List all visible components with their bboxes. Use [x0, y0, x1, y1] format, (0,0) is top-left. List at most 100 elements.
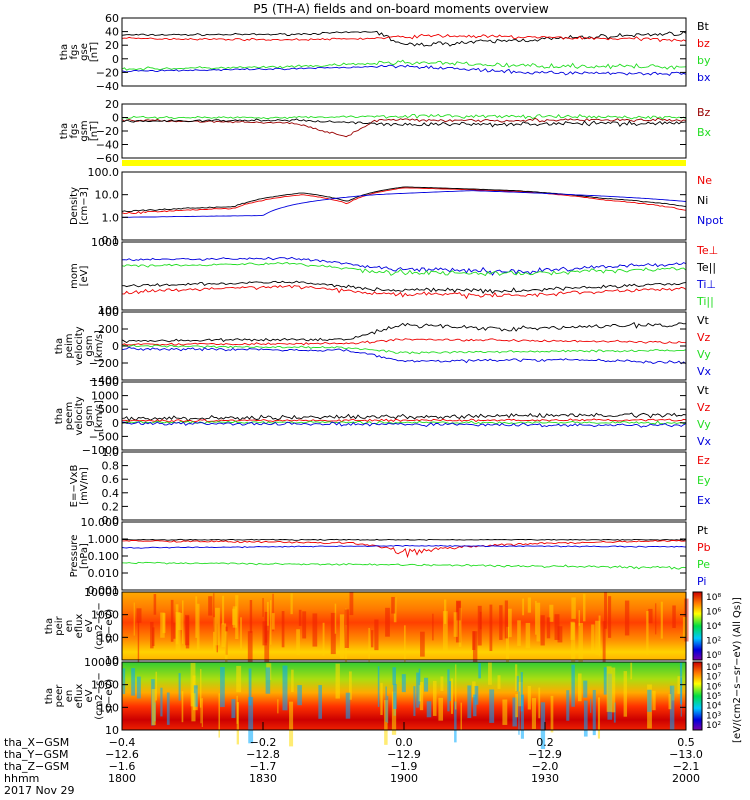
- y-axis-label: Density: [69, 187, 80, 225]
- spectrogram-streak: [404, 625, 406, 671]
- y-axis-label: en: [64, 690, 75, 703]
- spectrogram-streak: [557, 626, 563, 643]
- spectrogram-streak: [262, 621, 268, 646]
- y-axis-label: (cm2−s−: [94, 602, 105, 649]
- spectrogram-streak: [213, 593, 215, 632]
- spectrogram-streak: [160, 612, 165, 638]
- y-tick-label: 0: [112, 112, 119, 125]
- spectrogram-streak: [349, 592, 354, 616]
- spectrogram-streak: [231, 699, 236, 718]
- panel-frame: [121, 103, 687, 159]
- colorbar-tick-label: 10⁸: [706, 593, 721, 603]
- spectrogram-streak: [499, 605, 503, 640]
- x-row-label: tha_Z−GSM: [4, 760, 69, 773]
- spectrogram-streak: [170, 599, 174, 642]
- spectrogram-streak: [150, 621, 154, 649]
- spectrogram-streak: [401, 674, 406, 693]
- legend-entry: Ni: [697, 194, 708, 207]
- spectrogram-streak: [447, 669, 450, 712]
- y-tick-label: −40: [96, 139, 119, 152]
- y-tick-label: 40: [105, 26, 119, 39]
- spectrogram-streak: [248, 668, 252, 706]
- y-tick-label: 200: [98, 323, 119, 336]
- spectrogram-streak: [153, 594, 157, 615]
- series-line-red: [121, 33, 687, 43]
- spectrogram-streak: [199, 669, 202, 708]
- spectrogram-streak: [385, 686, 387, 723]
- spectrogram-streak: [479, 611, 482, 630]
- spectrogram-streak: [137, 621, 140, 664]
- spectrogram-streak: [222, 595, 225, 625]
- spectrogram-streak: [504, 600, 508, 639]
- spectrogram-streak: [540, 615, 545, 646]
- spectrogram-streak: [516, 675, 519, 692]
- spectrogram-streak: [272, 593, 274, 632]
- panel-frame: [121, 381, 687, 451]
- spectrogram-streak: [432, 613, 434, 641]
- y-axis-label: fgs: [69, 123, 80, 138]
- x-tick-label: −1.6: [109, 760, 136, 773]
- panel-frame: [121, 521, 687, 591]
- spectrogram-streak: [571, 597, 576, 619]
- spectrogram-streak: [218, 693, 220, 738]
- y-axis-label: peer: [54, 684, 65, 708]
- spectrogram-streak: [456, 601, 461, 621]
- panel-ion-velocity: 400 200 0 −200 −400 tha peim velocity gsm [km/s] V…: [54, 306, 712, 387]
- spectrogram-streak: [296, 629, 300, 655]
- y-tick-label: 10: [105, 654, 119, 667]
- y-tick-label: −20: [96, 66, 119, 79]
- spectrogram-streak: [392, 667, 396, 685]
- spectrogram-streak: [318, 685, 322, 719]
- colorbar-tick-label: 10²: [706, 637, 721, 647]
- y-axis-label: [cm−3]: [79, 187, 90, 225]
- y-tick-label: 10000: [84, 586, 119, 599]
- series-line-darkred: [121, 117, 687, 138]
- y-tick-label: −200: [89, 357, 119, 370]
- figure-title: P5 (TH-A) fields and on-board moments ov…: [253, 2, 549, 16]
- y-tick-label: 0: [112, 340, 119, 353]
- panel-density: 100.0 10.0 1.0 0.1 Density [cm−3] Ne Ni Npot: [69, 166, 724, 247]
- y-axis-label: eflux: [74, 684, 85, 709]
- x-row-label: hhmm: [4, 772, 39, 785]
- series-line-red: [122, 284, 687, 300]
- y-tick-label: 0.0: [102, 514, 120, 527]
- spectrogram-streak: [455, 600, 461, 643]
- spectrogram-streak: [566, 690, 570, 721]
- spectrogram-streak: [322, 622, 325, 656]
- legend-entry: Ti⊥: [696, 278, 716, 291]
- y-axis-label: eV: [84, 689, 95, 702]
- spectrogram-streak: [265, 667, 271, 694]
- legend-entry: Ez: [697, 454, 710, 467]
- y-axis-label: gsm: [84, 405, 95, 426]
- spectrogram-streak: [344, 609, 349, 648]
- spectrogram-streak: [215, 607, 220, 646]
- spectrogram-streak: [312, 613, 318, 647]
- spectrogram-streak: [220, 666, 225, 707]
- spectrogram-streak: [478, 663, 481, 679]
- panel-frame: [121, 241, 687, 311]
- spectrogram-streak: [391, 596, 396, 614]
- y-axis-label: tha: [54, 338, 65, 354]
- y-axis-label: eV: [84, 619, 95, 632]
- spectrogram-streak: [131, 668, 136, 696]
- y-axis-label: eflux: [74, 614, 85, 639]
- panel-frame: [121, 171, 687, 241]
- spectrogram-fill: [122, 662, 686, 730]
- series-line-green: [121, 344, 687, 355]
- legend-entry: Vx: [697, 435, 712, 448]
- y-axis-label: tha: [59, 123, 70, 139]
- series-line-red: [121, 187, 687, 215]
- colorbar-tick-label: 10⁰: [706, 651, 721, 661]
- spectrogram-streak: [181, 691, 184, 723]
- spectrogram-streak: [282, 665, 288, 711]
- spectrogram-streak: [550, 695, 554, 733]
- spectrogram-streak: [335, 663, 340, 699]
- spectrogram-streak: [424, 677, 429, 692]
- spectrogram-streak: [377, 666, 380, 707]
- x-tick-label: 0.0: [395, 736, 413, 749]
- y-tick-label: −20: [96, 125, 119, 138]
- spectrogram-streak: [330, 612, 336, 655]
- spectrogram-streak: [515, 694, 519, 718]
